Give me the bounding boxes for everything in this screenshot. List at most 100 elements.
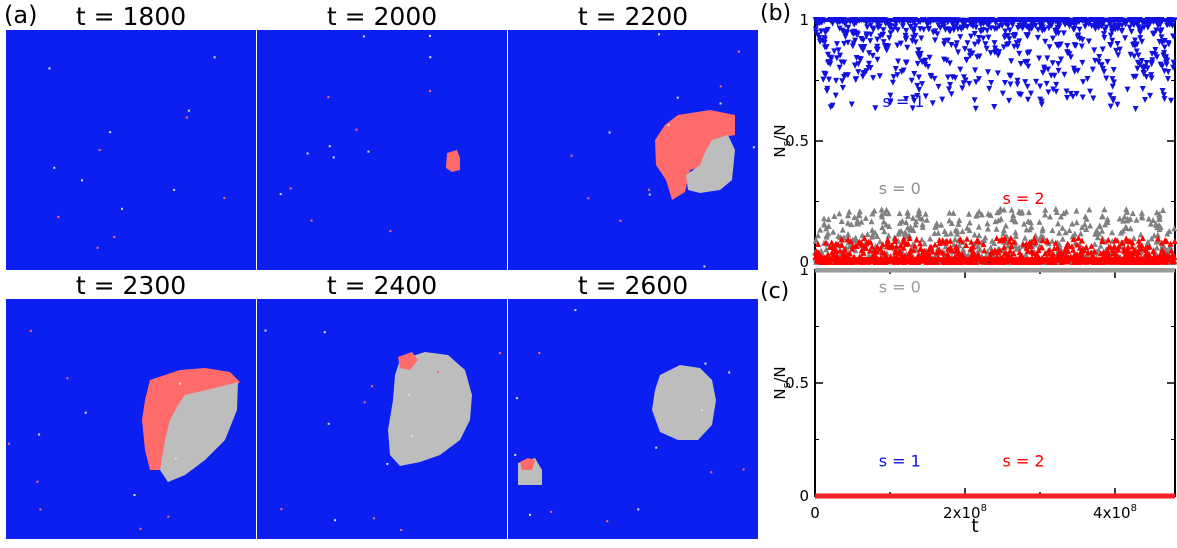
data-point [841,40,848,47]
data-point [976,232,983,239]
data-point [907,24,914,31]
data-point [1123,225,1130,232]
data-point [954,21,961,28]
data-point [1107,32,1114,39]
data-point [845,212,852,219]
data-point [919,250,926,257]
data-point [1116,215,1123,222]
data-point [1099,46,1106,53]
data-point [866,50,873,57]
data-point [959,251,966,258]
data-point [923,216,930,223]
data-point [869,231,876,238]
data-point [822,71,829,78]
lattice-defect [710,471,713,474]
lattice-svg-4 [6,299,256,539]
red-domain [446,150,460,172]
data-point [1077,230,1084,237]
data-point [1168,97,1175,104]
data-point [1134,65,1141,72]
data-point [1157,28,1164,35]
lattice-defect [29,329,32,332]
data-point [916,207,923,214]
data-point [1036,55,1043,62]
data-point [904,209,911,216]
data-point [1046,44,1053,51]
data-point [975,223,982,230]
data-point [1094,21,1101,28]
data-point [877,245,884,252]
series-annotation: s = 2 [1003,452,1045,471]
data-point [995,52,1002,59]
data-point [1150,31,1157,38]
data-point [1016,249,1023,256]
data-point [864,24,871,31]
lattice-defect [306,152,309,155]
data-point [999,90,1006,97]
data-point [1082,213,1089,220]
data-point [1110,66,1117,73]
data-point [1122,21,1129,28]
data-point [1127,249,1134,256]
data-point [1002,249,1009,256]
lattice-defect [389,230,392,233]
data-point [969,50,976,57]
data-point [953,40,960,47]
data-point [874,233,881,240]
data-point [1151,232,1158,239]
data-point [972,67,979,74]
data-point [952,43,959,50]
data-point [1153,221,1160,228]
data-point [825,216,832,223]
lattice-defect [429,34,431,37]
data-point [1118,28,1125,35]
data-point [1085,249,1092,256]
data-point [955,49,962,56]
data-point [978,211,985,218]
data-point [869,210,876,217]
data-point [866,60,873,67]
data-point [1017,61,1024,68]
plot-frame [814,269,1176,497]
data-point [1045,89,1052,96]
data-point [1079,237,1086,244]
data-point [839,84,846,91]
lattice-defect [279,193,282,196]
data-point [1067,54,1074,61]
data-point [994,209,1001,216]
lattice-defect [408,393,411,396]
lattice-defect [121,207,123,210]
data-point [1095,58,1102,65]
data-point [935,83,942,90]
data-point [1156,39,1163,46]
data-point [912,32,919,39]
data-point [1145,215,1152,222]
data-point [1161,44,1168,51]
lattice-defect [213,56,216,59]
data-point [995,249,1002,256]
data-point [1063,88,1070,95]
lattice-svg-2 [257,30,507,270]
data-point [1099,21,1106,28]
data-point [1148,72,1155,79]
series-annotation: s = 1 [883,92,925,111]
data-point [913,218,920,225]
lattice-defect [178,382,181,385]
data-point [1170,33,1177,40]
data-point [1021,220,1028,227]
lattice-background [508,299,758,539]
data-point [1002,28,1009,35]
lattice-defect [264,329,267,332]
data-point [910,28,917,35]
data-point [1025,63,1032,70]
data-point [1101,206,1108,213]
gray-domain [652,365,716,440]
y-axis-label: Ns/N [771,366,793,399]
data-point [836,25,843,32]
lattice-defect [529,513,531,516]
data-point [823,233,830,240]
lattice-defect [648,188,650,191]
data-point [1164,76,1171,83]
data-point [908,77,915,84]
data-point [966,219,973,226]
